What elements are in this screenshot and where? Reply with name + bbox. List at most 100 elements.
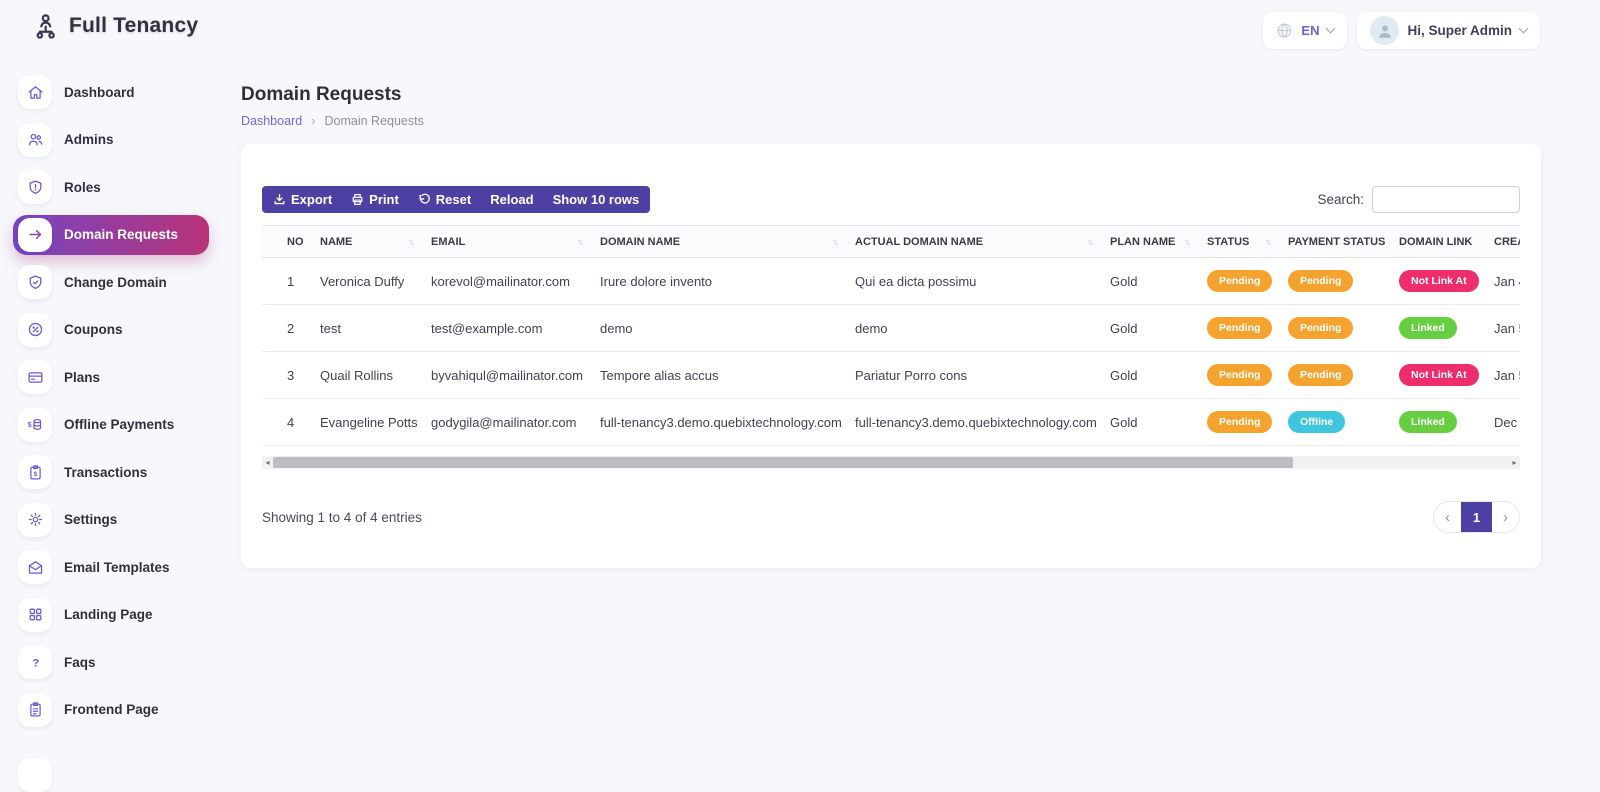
sidebar-item-admins[interactable]: Admins	[13, 120, 209, 160]
domain-link-badge[interactable]: Linked	[1399, 411, 1457, 433]
column-header-email[interactable]: EMAIL ↑↓	[431, 225, 600, 258]
domain-link-badge[interactable]: Linked	[1399, 317, 1457, 339]
sidebar-item-partial[interactable]	[18, 758, 52, 792]
column-header-status[interactable]: STATUS ↑↓	[1207, 225, 1288, 258]
print-button[interactable]: Print	[351, 192, 399, 207]
sidebar-item-label: Admins	[64, 132, 114, 147]
sort-icon[interactable]: ↑↓	[577, 236, 584, 247]
domain-link-badge[interactable]: Not Link At	[1399, 270, 1479, 292]
gear-icon	[18, 502, 52, 537]
scroll-left-arrow-icon[interactable]: ◂	[265, 458, 270, 467]
next-page-button[interactable]: ›	[1503, 508, 1508, 526]
payment-status-badge: Pending	[1288, 270, 1354, 292]
clipboard-dollar-icon: $	[18, 455, 52, 489]
sidebar-item-plans[interactable]: Plans	[13, 357, 209, 397]
prev-page-button[interactable]: ‹	[1445, 508, 1450, 526]
sort-icon[interactable]: ↑↓	[1087, 236, 1094, 247]
column-header-payment-status[interactable]: PAYMENT STATUS	[1288, 225, 1399, 258]
download-icon	[274, 193, 285, 205]
sidebar-item-change-domain[interactable]: Change Domain	[13, 262, 209, 302]
cell-created-at: Jan 5,	[1494, 304, 1520, 352]
sidebar-item-settings[interactable]: Settings	[13, 500, 209, 540]
sort-icon[interactable]: ↑↓	[832, 236, 839, 247]
table-wrap: NO NAME ↑↓ EMAIL ↑↓ DOMAIN NAME ↑↓ ACTUAL D…	[262, 225, 1520, 446]
sidebar: Dashboard Admins Roles Domain Requests	[13, 72, 209, 792]
sidebar-item-label: Coupons	[64, 322, 123, 337]
cell-plan-name: Gold	[1110, 304, 1207, 352]
datatable-toolbar: Export Print Reset Reload Show 10 rows	[262, 186, 651, 213]
svg-text:?: ?	[32, 657, 39, 669]
horizontal-scrollbar[interactable]: ◂ ▸	[262, 456, 1520, 469]
user-menu[interactable]: Hi, Super Admin	[1357, 12, 1540, 49]
sidebar-item-landing-page[interactable]: Landing Page	[13, 595, 209, 635]
sidebar-item-email-templates[interactable]: Email Templates	[13, 547, 209, 587]
sort-icon[interactable]: ↑↓	[1265, 236, 1272, 247]
domain-link-badge[interactable]: Not Link At	[1399, 364, 1479, 386]
breadcrumb-dashboard-link[interactable]: Dashboard	[241, 113, 303, 128]
language-selector[interactable]: EN	[1263, 12, 1348, 49]
sidebar-item-offline-payments[interactable]: $ Offline Payments	[13, 405, 209, 445]
sidebar-item-domain-requests[interactable]: Domain Requests	[13, 214, 209, 255]
sidebar-item-roles[interactable]: Roles	[13, 167, 209, 207]
cell-email: test@example.com	[431, 304, 600, 352]
sidebar-item-label: Email Templates	[64, 559, 170, 575]
status-badge: Pending	[1207, 411, 1273, 433]
page-1-button[interactable]: 1	[1461, 502, 1492, 532]
clipboard-icon	[18, 692, 52, 727]
page-head: Domain Requests Dashboard › Domain Reque…	[241, 84, 424, 128]
chevron-down-icon	[1518, 23, 1529, 34]
table-row: 1 Veronica Duffy korevol@mailinator.com …	[262, 257, 1520, 305]
topbar-actions: EN Hi, Super Admin	[1263, 12, 1540, 49]
scrollbar-thumb[interactable]	[273, 457, 1293, 468]
cell-name: Veronica Duffy	[320, 257, 431, 305]
table-row: 4 Evangeline Potts godygila@mailinator.c…	[262, 398, 1520, 446]
reset-button[interactable]: Reset	[418, 192, 471, 207]
search-input[interactable]	[1372, 186, 1520, 213]
breadcrumb: Dashboard › Domain Requests	[241, 113, 424, 128]
column-header-plan-name[interactable]: PLAN NAME ↑↓	[1110, 225, 1207, 258]
sidebar-item-dashboard[interactable]: Dashboard	[13, 72, 209, 112]
column-header-actual-domain-name[interactable]: ACTUAL DOMAIN NAME ↑↓	[855, 225, 1110, 258]
breadcrumb-current: Domain Requests	[324, 113, 424, 128]
brand-name: Full Tenancy	[69, 14, 199, 37]
sidebar-item-faqs[interactable]: ? Faqs	[13, 642, 209, 682]
cell-actual-domain-name: full-tenancy3.demo.quebixtechnology.com	[855, 398, 1110, 446]
sidebar-item-label: Frontend Page	[64, 702, 159, 717]
sidebar-item-frontend-page[interactable]: Frontend Page	[13, 690, 209, 730]
sidebar-item-label: Faqs	[64, 654, 96, 670]
table-row: 3 Quail Rollins byvahiqul@mailinator.com…	[262, 351, 1520, 399]
cell-actual-domain-name: Qui ea dicta possimu	[855, 257, 1110, 305]
sidebar-item-coupons[interactable]: Coupons	[13, 310, 209, 350]
column-header-domain-name[interactable]: DOMAIN NAME ↑↓	[600, 225, 855, 258]
payment-status-badge: Pending	[1288, 317, 1354, 339]
domain-requests-card: Export Print Reset Reload Show 10 rows	[241, 144, 1541, 568]
column-header-name[interactable]: NAME ↑↓	[320, 225, 431, 258]
breadcrumb-separator: ›	[311, 113, 316, 128]
cell-plan-name: Gold	[1110, 398, 1207, 446]
language-code: EN	[1301, 23, 1320, 38]
cell-no: 4	[262, 398, 320, 446]
column-header-created-at[interactable]: CREATED AT	[1494, 225, 1520, 258]
sidebar-item-label: Offline Payments	[64, 417, 175, 432]
column-header-domain-link[interactable]: DOMAIN LINK	[1399, 225, 1494, 258]
svg-text:$: $	[33, 470, 37, 477]
question-icon: ?	[18, 645, 52, 679]
sort-icon[interactable]: ↑↓	[1184, 236, 1191, 247]
chevron-down-icon	[1326, 23, 1336, 34]
reload-button[interactable]: Reload	[490, 192, 534, 207]
sidebar-item-label: Roles	[64, 179, 101, 195]
cell-plan-name: Gold	[1110, 257, 1207, 305]
export-button[interactable]: Export	[273, 192, 332, 207]
sidebar-item-label: Landing Page	[64, 607, 153, 622]
scroll-right-arrow-icon[interactable]: ▸	[1512, 458, 1517, 467]
sidebar-item-label: Plans	[64, 369, 101, 385]
cell-domain-name: full-tenancy3.demo.quebixtechnology.com	[600, 398, 855, 446]
cell-domain-name: Irure dolore invento	[600, 257, 855, 305]
brand-logo: Full Tenancy	[34, 13, 198, 39]
cell-created-at: Dec 3	[1494, 398, 1520, 446]
show-rows-button[interactable]: Show 10 rows	[552, 192, 640, 207]
column-header-no[interactable]: NO	[262, 225, 320, 258]
percent-circle-icon	[18, 312, 52, 347]
sort-icon[interactable]: ↑↓	[408, 236, 415, 247]
sidebar-item-transactions[interactable]: $ Transactions	[13, 452, 209, 492]
